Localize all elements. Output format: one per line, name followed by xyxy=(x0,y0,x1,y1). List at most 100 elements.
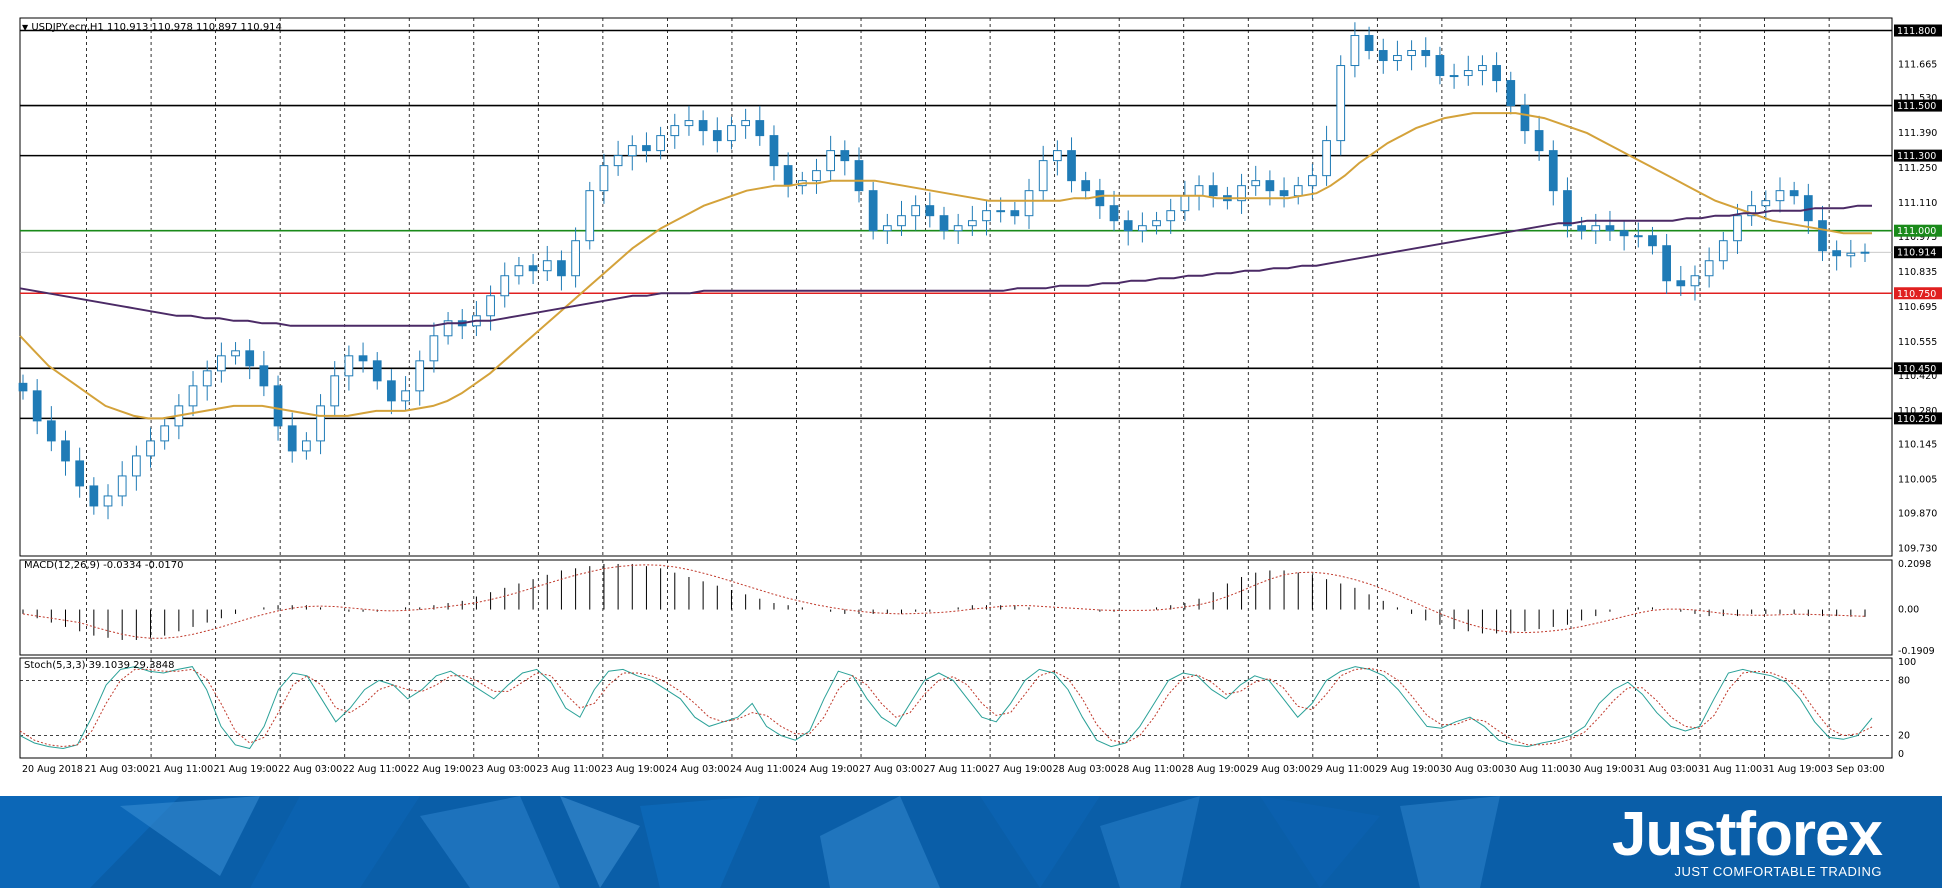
candle-body xyxy=(1492,65,1501,82)
candle-body xyxy=(585,190,595,242)
macd-signal-line xyxy=(22,564,1866,639)
candle-body xyxy=(1237,185,1246,202)
x-tick-label: 31 Aug 03:00 xyxy=(1634,764,1698,775)
candle-body xyxy=(117,475,127,497)
price-panel-frame xyxy=(19,17,1893,557)
y-tick-label: 110.420 xyxy=(1898,371,1937,382)
candle-body xyxy=(1548,150,1558,192)
collapse-triangle-icon[interactable]: ▼ xyxy=(22,23,29,32)
x-tick-label: 21 Aug 11:00 xyxy=(149,764,213,775)
candle-body xyxy=(415,360,425,392)
candle-body xyxy=(1279,190,1289,197)
level-price-tag xyxy=(1894,224,1942,237)
level-price-tag-label: 110.450 xyxy=(1897,364,1936,375)
macd-panel-frame xyxy=(19,559,1893,656)
level-price-tag-label: 110.750 xyxy=(1897,289,1936,300)
candle-body xyxy=(1421,50,1431,57)
y-tick-label: 110.005 xyxy=(1898,475,1937,486)
candle-body xyxy=(1364,35,1374,52)
current-price-tag xyxy=(1894,246,1942,259)
candle-body xyxy=(18,382,28,392)
level-price-tag-label: 111.000 xyxy=(1897,226,1936,237)
candle-body xyxy=(854,160,864,192)
candle-body xyxy=(32,390,42,422)
candle-body xyxy=(1322,140,1331,177)
x-tick-label: 31 Aug 19:00 xyxy=(1763,764,1827,775)
candle-body xyxy=(231,350,240,357)
candle-body xyxy=(1761,200,1771,207)
candle-body xyxy=(1123,220,1133,232)
candle-body xyxy=(1633,235,1643,238)
candle-body xyxy=(812,170,821,182)
candle-body xyxy=(302,440,311,452)
stoch-main-line xyxy=(19,666,1873,750)
candle-body xyxy=(1577,225,1586,232)
candle-body xyxy=(61,440,70,462)
x-tick-label: 24 Aug 11:00 xyxy=(730,764,794,775)
candle-body xyxy=(712,130,722,142)
candle-body xyxy=(1038,160,1048,192)
x-tick-label: 20 Aug 2018 xyxy=(22,764,83,775)
candle-body xyxy=(287,425,297,452)
candle-body xyxy=(1152,220,1161,227)
justforex-logo: Justforex xyxy=(1611,800,1883,869)
candle-body xyxy=(882,225,892,232)
candle-body xyxy=(217,355,226,372)
candle-body xyxy=(868,190,878,232)
macd-y-tick-label: -0.1909 xyxy=(1898,646,1935,657)
stoch-y-tick-label: 0 xyxy=(1898,749,1904,760)
candle-body xyxy=(755,120,765,137)
x-tick-label: 28 Aug 03:00 xyxy=(1053,764,1117,775)
candle-body xyxy=(542,260,552,272)
stoch-panel-frame xyxy=(19,657,1893,759)
candle-body xyxy=(1846,252,1856,257)
candle-body xyxy=(500,275,510,297)
x-tick-label: 29 Aug 11:00 xyxy=(1311,764,1375,775)
candle-body xyxy=(273,385,283,427)
candle-body xyxy=(1293,185,1303,197)
candle-body xyxy=(1591,225,1601,232)
banner-pattern xyxy=(0,796,1500,888)
y-tick-label: 111.110 xyxy=(1898,198,1937,209)
candle-body xyxy=(1350,35,1360,67)
candle-body xyxy=(1052,150,1062,162)
x-tick-label: 29 Aug 03:00 xyxy=(1246,764,1310,775)
candle-body xyxy=(486,295,495,317)
candle-body xyxy=(75,460,85,487)
candle-body xyxy=(443,320,453,337)
candle-body xyxy=(46,420,56,442)
candle-body xyxy=(840,150,850,162)
candle-body xyxy=(571,240,580,277)
candle-body xyxy=(1208,185,1218,197)
y-tick-label: 110.555 xyxy=(1898,337,1937,348)
candle-body xyxy=(642,145,651,152)
level-price-tag xyxy=(1894,287,1942,300)
stoch-y-tick-label: 100 xyxy=(1898,657,1916,668)
candle-body xyxy=(1478,65,1487,72)
candle-body xyxy=(1308,175,1317,187)
candle-body xyxy=(514,265,524,277)
candle-body xyxy=(1648,235,1657,247)
candle-body xyxy=(698,120,708,132)
candle-body xyxy=(1251,180,1261,187)
candle-body xyxy=(1378,50,1388,62)
candle-body xyxy=(684,120,694,127)
level-price-tag-label: 111.500 xyxy=(1897,101,1936,112)
x-tick-label: 23 Aug 03:00 xyxy=(472,764,536,775)
candle-body xyxy=(1718,240,1728,262)
x-tick-label: 24 Aug 19:00 xyxy=(794,764,858,775)
candle-body xyxy=(613,155,623,167)
candle-body xyxy=(245,350,255,367)
candle-body xyxy=(769,135,779,167)
candle-body xyxy=(1605,225,1615,232)
level-price-tag-label: 111.800 xyxy=(1897,26,1936,37)
candle-body xyxy=(1166,210,1176,222)
stoch-y-tick-label: 80 xyxy=(1898,675,1910,686)
y-tick-label: 109.870 xyxy=(1898,508,1937,519)
x-tick-label: 22 Aug 03:00 xyxy=(278,764,342,775)
x-tick-label: 22 Aug 19:00 xyxy=(407,764,471,775)
candle-body xyxy=(160,425,170,442)
chart-area[interactable]: 20 Aug 2018 21 Aug 03:00 21 Aug 11:00 21 Au… xyxy=(0,0,1942,796)
candle-body xyxy=(1860,251,1870,254)
candle-body xyxy=(259,365,269,387)
